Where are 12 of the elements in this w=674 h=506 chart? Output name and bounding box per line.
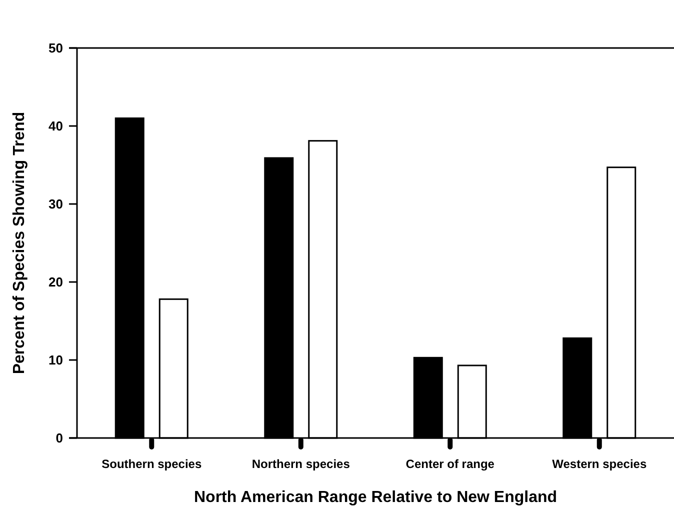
y-tick-label: 30 (48, 196, 63, 212)
x-axis-title: North American Range Relative to New England (194, 489, 558, 506)
y-tick-label: 10 (48, 352, 63, 368)
x-tick-label: Center of range (406, 457, 495, 471)
x-tick-label: Southern species (102, 457, 202, 471)
y-axis-title: Percent of Species Showing Trend (11, 112, 28, 374)
y-tick-label: 0 (56, 430, 63, 446)
x-tick-label: Northern species (252, 457, 350, 471)
x-tick-label: Western species (552, 457, 647, 471)
y-tick-label: 40 (48, 118, 63, 134)
y-tick-label: 50 (48, 40, 63, 56)
y-tick-label: 20 (48, 274, 63, 290)
